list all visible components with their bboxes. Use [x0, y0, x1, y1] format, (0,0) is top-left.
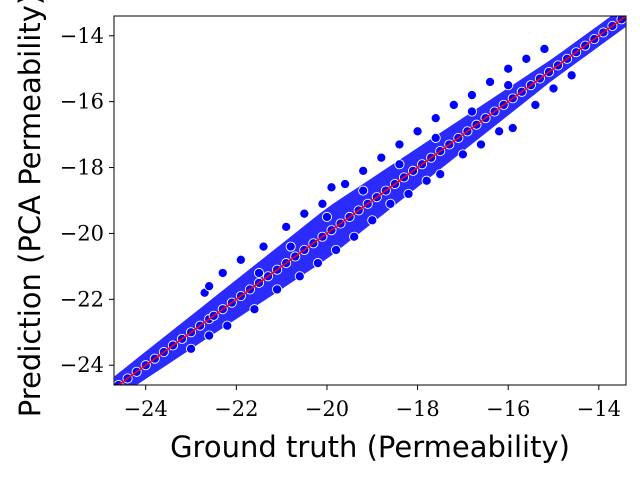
data-point	[358, 165, 369, 176]
y-tick-label: −20	[60, 221, 104, 245]
data-point	[403, 188, 414, 199]
data-point	[285, 241, 296, 252]
y-tick-label: −18	[60, 156, 104, 180]
data-point	[272, 284, 283, 295]
data-point	[217, 267, 228, 279]
data-point	[367, 215, 378, 226]
data-point	[530, 99, 541, 111]
data-point	[253, 267, 265, 279]
data-point	[222, 320, 233, 331]
data-point	[521, 53, 532, 64]
data-point	[394, 139, 405, 150]
data-point	[358, 185, 369, 196]
data-point	[507, 122, 518, 134]
data-point	[430, 132, 441, 143]
data-point	[340, 178, 351, 190]
data-point	[430, 113, 441, 124]
y-tick-label: −16	[60, 90, 104, 114]
identity-line	[117, 16, 626, 385]
x-tick-label: −16	[486, 397, 530, 421]
data-point	[281, 221, 292, 232]
data-point	[312, 258, 323, 269]
y-tick-label: −14	[60, 24, 104, 48]
data-point	[204, 330, 215, 341]
x-tick-label: −18	[395, 397, 439, 421]
data-point	[503, 63, 514, 74]
data-point	[485, 76, 496, 87]
data-point	[475, 139, 487, 150]
identity-line-group	[117, 16, 626, 385]
data-point	[258, 241, 269, 252]
data-point	[317, 198, 328, 209]
data-point	[503, 80, 514, 91]
data-point	[412, 126, 423, 137]
data-point	[385, 198, 396, 209]
data-point	[326, 182, 337, 193]
x-tick-label: −22	[214, 397, 258, 421]
x-tick-label: −20	[305, 397, 349, 421]
data-point	[448, 99, 459, 111]
y-tick-label: −24	[60, 353, 104, 377]
data-point	[457, 149, 468, 160]
x-tick-label: −14	[577, 397, 621, 421]
data-point	[494, 126, 505, 137]
data-point	[566, 70, 577, 81]
x-axis-label: Ground truth (Permeability)	[170, 430, 570, 464]
y-tick-label: −22	[60, 287, 104, 311]
data-point	[185, 343, 197, 354]
data-point	[421, 175, 432, 186]
data-point	[349, 231, 360, 242]
plot-frame	[113, 15, 627, 386]
data-point	[466, 90, 477, 101]
data-point	[466, 106, 477, 117]
data-point	[394, 159, 405, 170]
y-axis-label: Prediction (PCA Permeability)	[13, 0, 47, 417]
data-point	[299, 208, 310, 219]
x-axis: −24 −22 −20 −18 −16 −14	[124, 385, 621, 421]
data-point	[376, 152, 387, 163]
data-point	[249, 304, 260, 315]
x-tick-label: −24	[124, 397, 168, 421]
y-axis: −24 −22 −20 −18 −16 −14	[60, 24, 114, 377]
data-point	[539, 43, 550, 54]
data-point	[330, 244, 342, 255]
data-point	[548, 83, 559, 94]
data-point	[294, 271, 305, 282]
data-point	[235, 254, 246, 265]
data-point	[321, 211, 333, 223]
data-point	[435, 169, 446, 180]
data-point	[204, 281, 215, 292]
